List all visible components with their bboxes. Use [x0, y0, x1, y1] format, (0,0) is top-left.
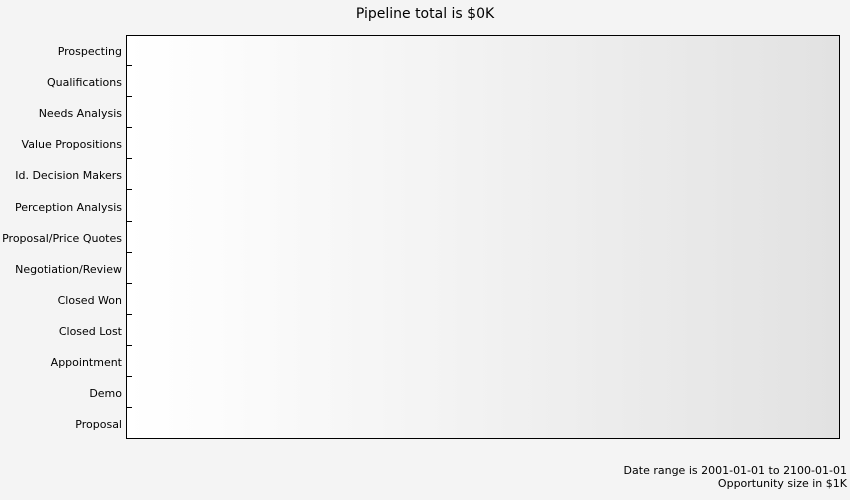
- y-tick-label: Negotiation/Review: [15, 262, 122, 276]
- chart-title: Pipeline total is $0K: [355, 6, 495, 22]
- date-range-text: Date range is 2001-01-01 to 2100-01-01: [623, 464, 847, 477]
- y-tick-label: Qualifications: [46, 76, 122, 90]
- y-tick-label: Appointment: [50, 356, 122, 369]
- y-tick-label: Needs Analysis: [38, 107, 122, 121]
- y-tick-label: Prospecting: [57, 45, 122, 58]
- y-tick-label: Proposal: [75, 418, 122, 432]
- y-tick-label: Closed Won: [57, 293, 122, 307]
- y-tick-label: Proposal/Price Quotes: [2, 231, 122, 245]
- opportunity-size-text: Opportunity size in $1K: [717, 477, 847, 490]
- y-tick-label: Value Propositions: [21, 138, 122, 152]
- plot-area: [126, 35, 840, 439]
- y-tick-label: Demo: [89, 387, 122, 401]
- y-tick-label: Id. Decision Makers: [15, 169, 122, 183]
- chart-footer: Date range is 2001-01-01 to 2100-01-01 O…: [624, 464, 847, 490]
- y-tick-label: Closed Lost: [58, 324, 122, 338]
- y-tick-label: Perception Analysis: [15, 200, 122, 214]
